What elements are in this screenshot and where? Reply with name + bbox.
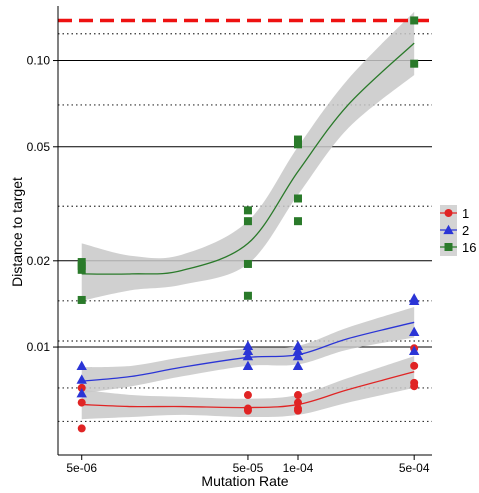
band-series-1: [81, 356, 415, 420]
point-series-1: [410, 361, 419, 370]
legend-key-marker: [443, 224, 454, 235]
legend-label: 16: [462, 240, 476, 255]
point-series-16: [243, 259, 252, 268]
point-series-1: [77, 424, 86, 433]
curve-series-16: [81, 42, 415, 275]
point-series-16: [410, 59, 419, 68]
point-series-2: [292, 345, 304, 356]
point-series-16: [410, 16, 419, 25]
point-series-1: [243, 406, 252, 415]
point-series-16: [293, 140, 302, 149]
point-series-1: [293, 406, 302, 415]
point-series-2: [408, 326, 420, 337]
x-axis-title: Mutation Rate: [201, 473, 288, 489]
point-series-2: [292, 360, 304, 370]
point-series-2: [292, 340, 304, 350]
y-tick-label: 0.05: [27, 140, 51, 154]
point-series-16: [77, 295, 86, 304]
point-series-2: [76, 374, 87, 384]
point-series-1: [293, 398, 302, 407]
point-series-16: [243, 217, 252, 226]
axes: 5e-06 5e-05 1e-04 5e-04 0.01 0.02 0.05 0.10: [27, 6, 432, 475]
point-series-16: [293, 217, 302, 226]
y-tick-label: 0.02: [27, 254, 51, 268]
point-series-16: [243, 206, 252, 215]
point-series-1: [243, 391, 252, 400]
point-series-16: [293, 194, 302, 203]
y-tick-label: 0.01: [27, 340, 51, 354]
point-series-16: [77, 265, 86, 274]
point-series-1: [77, 398, 86, 407]
point-series-16: [243, 291, 252, 300]
legend: 1 2 16: [440, 205, 476, 256]
y-axis-title: Distance to target: [9, 177, 25, 287]
point-series-2: [76, 388, 87, 398]
y-tick-label: 0.10: [27, 54, 51, 68]
legend-label: 1: [462, 206, 469, 221]
x-tick-label: 5e-05: [233, 461, 264, 475]
point-series-16: [293, 135, 302, 144]
point-series-2: [408, 295, 420, 305]
point-series-2: [242, 350, 254, 361]
point-series-2: [408, 345, 420, 356]
point-series-2: [242, 360, 254, 370]
point-series-2: [292, 350, 304, 361]
legend-label: 2: [462, 223, 469, 238]
legend-key-marker: [444, 209, 453, 217]
point-series-1: [410, 382, 419, 391]
x-tick-label: 5e-06: [66, 461, 97, 475]
x-tick-label: 1e-04: [283, 461, 314, 475]
point-series-2: [242, 340, 254, 350]
point-series-1: [293, 391, 302, 400]
point-series-2: [242, 345, 254, 356]
data-points: [76, 16, 420, 433]
point-series-2: [76, 360, 87, 370]
point-series-1: [77, 383, 86, 392]
legend-key-marker: [444, 243, 453, 251]
x-tick-label: 5e-04: [399, 461, 430, 475]
